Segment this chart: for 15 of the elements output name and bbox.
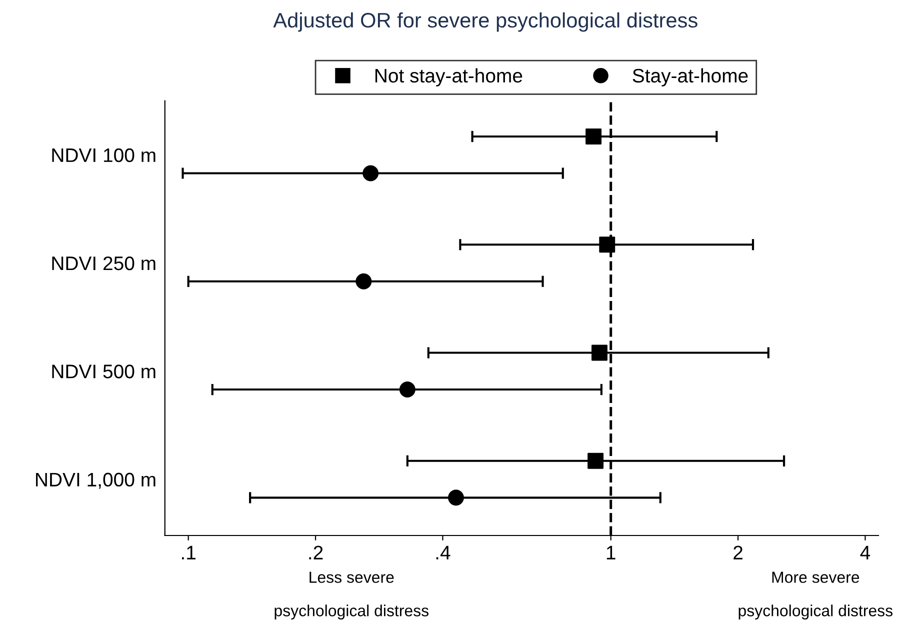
x-tick-label: 1 (606, 546, 616, 560)
legend-label: Stay-at-home (632, 68, 748, 86)
x-tick-label: 4 (860, 546, 870, 560)
y-tick-label: NDVI 100 m (52, 148, 156, 162)
x-tick-label: .4 (436, 546, 450, 560)
x-tick-label: .2 (309, 546, 323, 560)
x-tick-label: 2 (734, 546, 742, 560)
legend-label: Not stay-at-home (375, 68, 522, 86)
y-tick-label: NDVI 500 m (52, 364, 156, 378)
x-tick-label: .1 (182, 546, 196, 560)
y-tick-label: NDVI 1,000 m (36, 472, 156, 489)
chart-title: Adjusted OR for severe psychological distress (273, 12, 698, 32)
y-tick-label: NDVI 250 m (52, 256, 156, 270)
text: Less severe psychological distress (274, 572, 428, 620)
text: More severe psychological distress (738, 572, 893, 620)
